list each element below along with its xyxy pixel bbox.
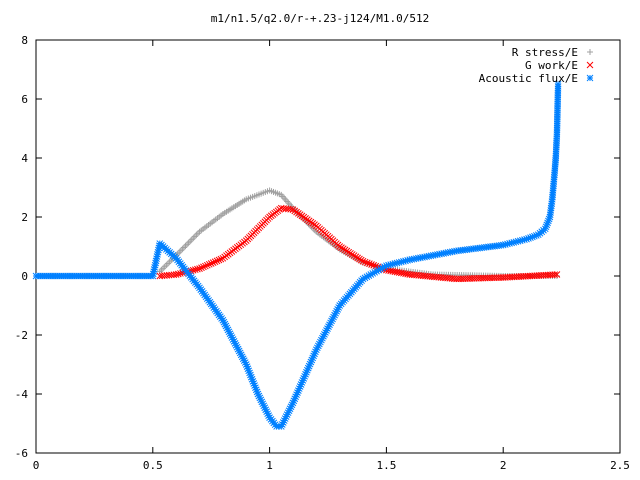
data-point	[205, 260, 213, 268]
series-3	[32, 80, 562, 430]
legend-label: G work/E	[525, 59, 578, 72]
data-point	[237, 351, 245, 359]
data-point	[363, 259, 371, 267]
legend-label: R stress/E	[512, 46, 578, 59]
x-tick-label: 1	[266, 459, 273, 472]
y-tick-label: 8	[21, 34, 28, 47]
data-point	[207, 260, 215, 267]
data-point	[196, 265, 203, 272]
data-point	[194, 265, 201, 273]
x-tick-label: 1.5	[376, 459, 396, 472]
data-point	[554, 80, 562, 88]
data-point	[174, 270, 182, 278]
data-point	[203, 261, 211, 269]
x-tick-label: 0	[33, 459, 40, 472]
data-point	[215, 256, 223, 264]
data-point	[227, 332, 235, 339]
data-point	[366, 260, 373, 268]
data-point	[188, 236, 195, 243]
data-point	[177, 247, 184, 254]
data-point	[194, 230, 201, 237]
data-point	[375, 266, 382, 274]
x-tick-label: 2.5	[610, 459, 630, 472]
data-point	[190, 235, 197, 242]
data-point	[553, 271, 561, 278]
data-point	[368, 261, 375, 268]
data-point	[359, 257, 367, 265]
plot-frame	[35, 39, 621, 454]
y-tick-label: -4	[15, 388, 29, 401]
data-points	[32, 80, 562, 430]
series-1	[156, 187, 560, 279]
data-point	[184, 241, 191, 248]
data-point	[193, 231, 200, 238]
data-point	[209, 259, 217, 266]
y-tick-label: 4	[21, 152, 28, 165]
axis-ticks: 0 0.5 1 1.5 2 2.5 8 6 4 2 0 -2 -4 -6	[15, 34, 630, 472]
legend-marker	[586, 74, 594, 82]
data-point	[180, 244, 187, 251]
legend-marker	[586, 61, 594, 69]
data-point	[179, 246, 186, 253]
data-point	[191, 233, 198, 240]
y-tick-label: -6	[15, 447, 28, 460]
data-point	[211, 258, 219, 266]
data-point	[287, 205, 294, 213]
chart-title: m1/n1.5/q2.0/r-+.23-j124/M1.0/512	[211, 12, 430, 25]
data-point	[182, 242, 189, 249]
y-tick-label: 2	[21, 211, 28, 224]
data-point	[213, 257, 221, 265]
data-point	[217, 255, 225, 263]
y-tick-label: 0	[21, 270, 28, 283]
data-point	[551, 271, 559, 279]
data-point	[191, 266, 199, 274]
x-tick-label: 2	[500, 459, 507, 472]
data-point	[187, 238, 194, 245]
data-point	[202, 262, 209, 270]
data-point	[185, 239, 192, 246]
data-point	[177, 270, 184, 277]
data-point	[200, 263, 207, 271]
series-2	[156, 204, 561, 283]
data-point	[198, 264, 205, 272]
y-tick-label: 6	[21, 93, 28, 106]
y-tick-label: -2	[15, 329, 28, 342]
data-point	[372, 262, 380, 270]
data-point	[361, 258, 369, 266]
x-tick-label: 0.5	[143, 459, 163, 472]
data-point	[172, 271, 180, 278]
legend-label: Acoustic flux/E	[479, 72, 578, 85]
data-point	[189, 266, 197, 274]
legend-marker	[587, 49, 593, 55]
